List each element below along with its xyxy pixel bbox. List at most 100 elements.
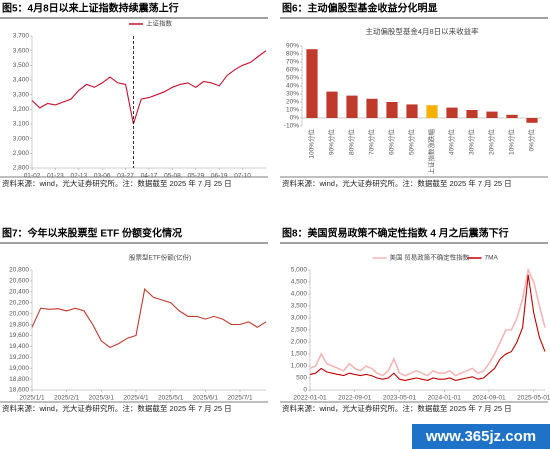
x-tick-label: 2025/7/1 [227, 395, 253, 402]
x-tick-label: 80%分位 [347, 129, 356, 156]
bar [386, 102, 398, 118]
x-tick-label: 上证指数涨跌幅 [427, 129, 436, 175]
y-tick-label: 18,800 [9, 376, 29, 383]
y-tick-label: 1,000 [291, 363, 308, 370]
y-tick-label: 4,000 [291, 291, 308, 298]
legend-label: 美国 贸易政策不确定性指数 [390, 253, 470, 262]
y-tick-label: 20% [286, 99, 299, 106]
figure-title: 图5：4月8日以来上证指数持续震荡上行 [2, 2, 179, 15]
y-tick-label: 0% [290, 115, 300, 122]
bar [426, 105, 438, 118]
series-line [31, 288, 267, 349]
x-tick-label: 0%分位 [527, 129, 536, 152]
x-tick-label: 40%分位 [447, 129, 456, 156]
y-tick-label: 19,200 [9, 354, 29, 361]
y-tick-label: 50% [286, 75, 299, 82]
series-line [31, 50, 267, 125]
bar [506, 114, 518, 118]
y-tick-label: 3,500 [13, 62, 30, 69]
figure-title: 图7：今年以来股票型 ETF 份额变化情况 [2, 227, 182, 240]
legend-label: 上证指数 [146, 19, 173, 28]
y-tick-label: 4,500 [291, 279, 308, 286]
series-line [309, 274, 546, 381]
y-tick-label: 1,500 [291, 351, 308, 358]
x-tick-label: 30%分位 [467, 129, 476, 156]
y-tick-label: 2,900 [13, 150, 30, 157]
x-tick-label: 90%分位 [327, 129, 336, 156]
legend-label: 股票型ETF份额(亿份) [129, 253, 191, 262]
x-tick-label: 2022-01-01 [293, 395, 327, 402]
x-tick-label: 20%分位 [487, 129, 496, 156]
y-tick-label: 3,600 [13, 47, 30, 54]
bar [366, 98, 378, 118]
x-tick-label: 2023-05-01 [383, 395, 417, 402]
x-tick-label: 2025/2/1 [54, 395, 80, 402]
series-line [309, 267, 546, 377]
x-tick-label: 50%分位 [407, 129, 416, 156]
x-tick-label: 03-06 [94, 173, 111, 180]
x-tick-label: 01-02 [24, 173, 41, 180]
y-tick-label: 2,000 [291, 339, 308, 346]
x-tick-label: 10%分位 [507, 129, 516, 156]
y-tick-label: 3,000 [13, 135, 30, 142]
x-tick-label: 2024-01-01 [428, 395, 462, 402]
y-tick-label: 19,400 [9, 343, 29, 350]
x-tick-label: 2025-05-01 [517, 395, 550, 402]
y-tick-label: 20,800 [9, 267, 29, 274]
chart-subtitle: 主动偏股型基金4月8日以来收益率 [365, 26, 479, 36]
y-tick-label: 18,600 [9, 387, 29, 394]
y-tick-label: 0 [303, 387, 307, 394]
y-tick-label: 3,100 [13, 121, 30, 128]
y-tick-label: 19,600 [9, 332, 29, 339]
y-tick-label: 20,200 [9, 299, 29, 306]
figure-title: 图6：主动偏股型基金收益分化明显 [282, 2, 438, 15]
y-tick-label: 2,800 [13, 165, 30, 172]
y-tick-label: 80% [286, 51, 299, 58]
x-tick-label: 2025/6/1 [193, 395, 219, 402]
watermark-box [412, 424, 550, 449]
legend-label: 7MA [485, 255, 499, 262]
x-tick-label: 2025/3/1 [89, 395, 115, 402]
y-tick-label: 5,000 [291, 267, 308, 274]
y-tick-label: 2,500 [291, 327, 308, 334]
y-tick-label: 19,800 [9, 321, 29, 328]
x-tick-label: 04-17 [141, 173, 158, 180]
y-tick-label: 19,000 [9, 365, 29, 372]
x-tick-label: 05-29 [187, 173, 204, 180]
y-tick-label: 20,400 [9, 289, 29, 296]
y-tick-label: 90% [286, 43, 299, 50]
source-note: 资料来源：wind，光大证券研究所。注：数据截至 2025 年 7 月 25 日 [2, 403, 232, 413]
y-tick-label: 60% [286, 67, 299, 74]
x-tick-label: 60%分位 [387, 129, 396, 156]
source-note: 资料来源：wind，光大证券研究所。注：数据截至 2025 年 7 月 25 日 [2, 178, 232, 188]
y-tick-label: 3,000 [291, 315, 308, 322]
x-tick-label: 03-27 [117, 173, 134, 180]
bar [326, 91, 338, 118]
y-tick-label: 10% [286, 107, 299, 114]
y-tick-label: 500 [296, 375, 307, 382]
source-note: 资料来源：wind，光大证券研究所。注：数据截至 2025 年 7 月 25 日 [282, 403, 512, 413]
x-tick-label: 06-19 [211, 173, 228, 180]
y-tick-label: 3,500 [291, 303, 308, 310]
y-tick-label: 3,400 [13, 77, 30, 84]
y-tick-label: 20,600 [9, 278, 29, 285]
source-note: 资料来源：wind，光大证券研究所。注：数据截至 2025 年 7 月 25 日 [282, 178, 512, 188]
x-tick-label: 02-13 [70, 173, 87, 180]
x-tick-label: 100%分位 [307, 129, 316, 159]
x-tick-label: 2024-09-01 [472, 395, 506, 402]
y-tick-label: 70% [286, 59, 299, 66]
x-tick-label: 2025/5/1 [158, 395, 184, 402]
bar [526, 118, 538, 123]
x-tick-label: 2025/1/1 [19, 395, 45, 402]
bar [346, 95, 358, 118]
x-tick-label: 05-08 [164, 173, 181, 180]
y-tick-label: 40% [286, 83, 299, 90]
bar [466, 110, 478, 118]
bar [306, 49, 318, 119]
y-tick-label: 20,000 [9, 310, 29, 317]
x-tick-label: 07-10 [234, 173, 251, 180]
y-tick-label: 3,300 [13, 91, 30, 98]
y-tick-label: 30% [286, 91, 299, 98]
bar [446, 107, 458, 118]
